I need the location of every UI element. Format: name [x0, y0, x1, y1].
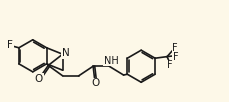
Text: F: F — [173, 52, 179, 62]
Text: F: F — [172, 43, 178, 53]
Text: N: N — [62, 48, 70, 58]
Text: F: F — [7, 40, 13, 50]
Text: F: F — [167, 60, 172, 70]
Text: O: O — [91, 78, 100, 88]
Text: O: O — [35, 74, 43, 84]
Text: NH: NH — [104, 56, 118, 66]
